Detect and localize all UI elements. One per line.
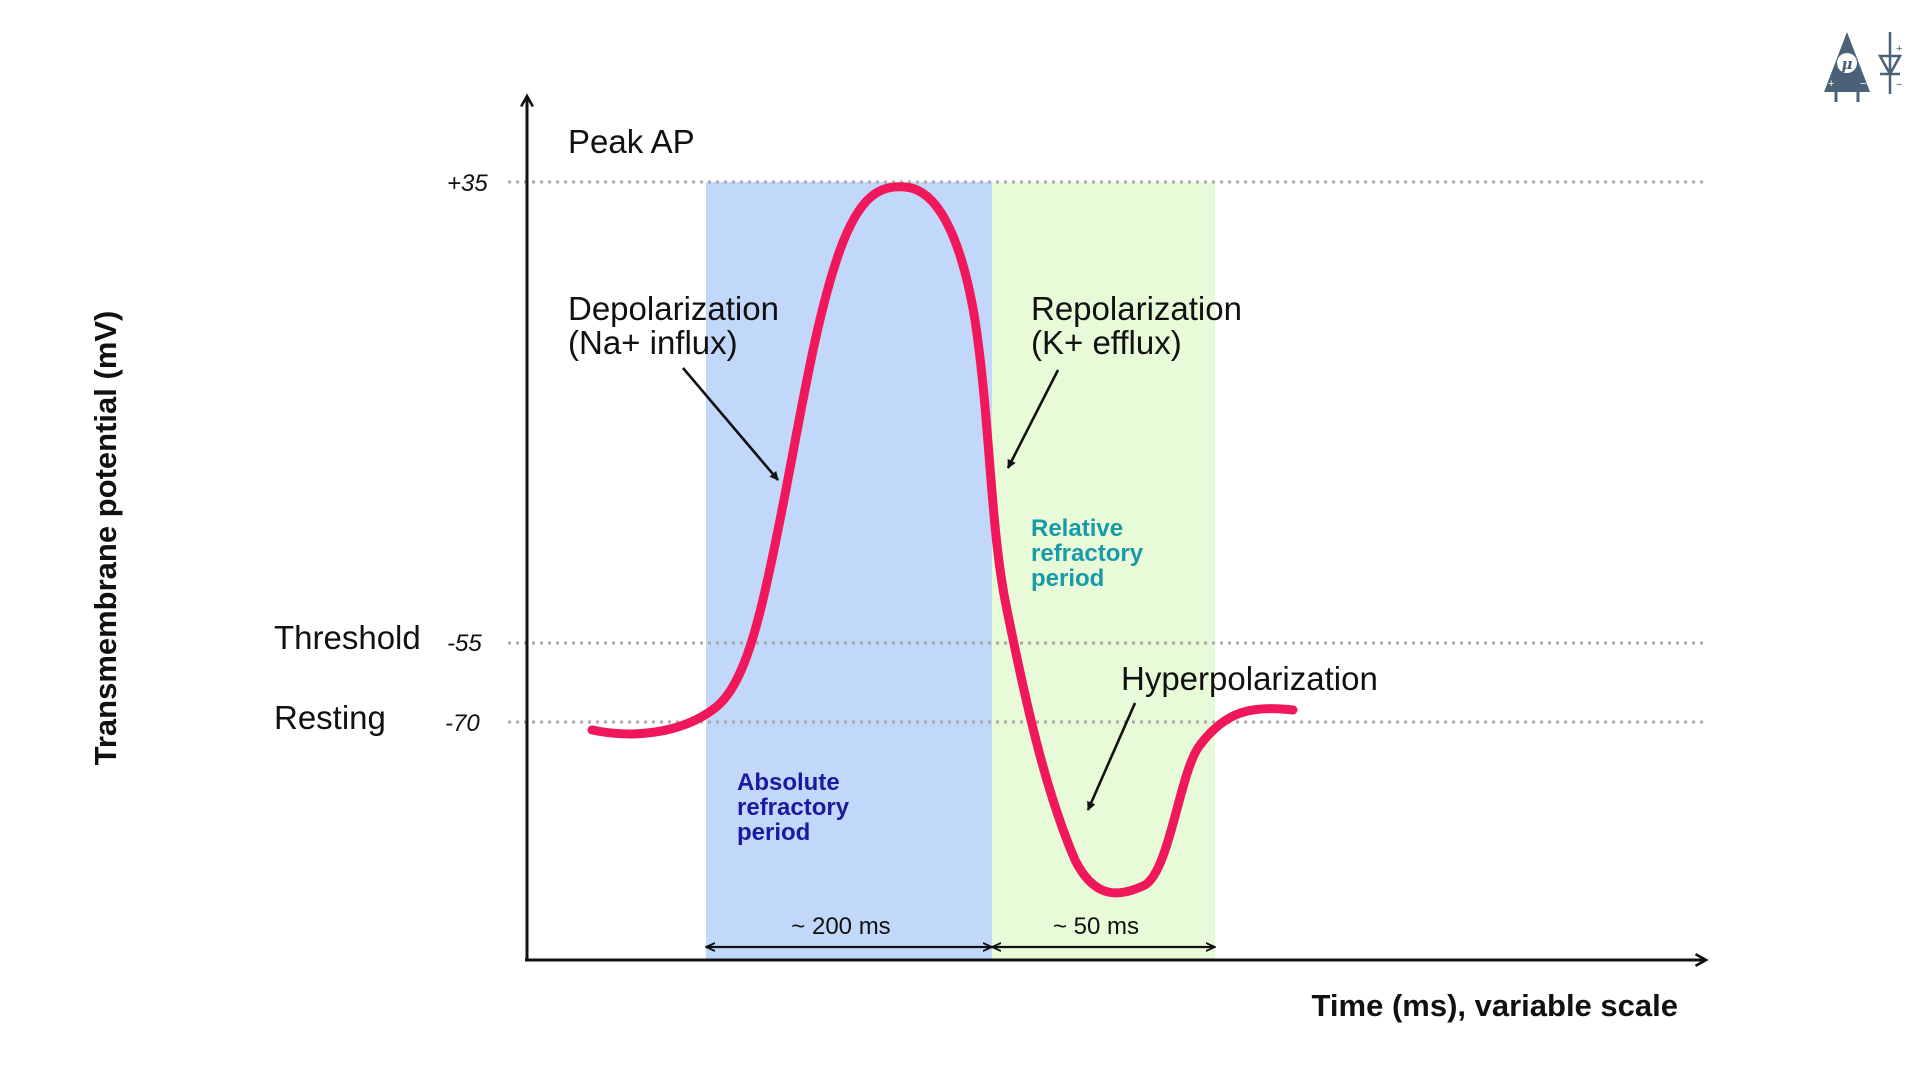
absolute-refractory-region bbox=[706, 182, 992, 960]
threshold-value-label: -55 bbox=[447, 630, 482, 657]
hyperpolarization-arrow bbox=[1086, 702, 1137, 811]
depolarization-arrow bbox=[682, 367, 779, 481]
resting-value-label: -70 bbox=[445, 710, 480, 737]
svg-text:+: + bbox=[1828, 78, 1834, 90]
peak-value-label: +35 bbox=[447, 170, 488, 197]
svg-text:+: + bbox=[1896, 43, 1902, 55]
threshold-label: Threshold bbox=[274, 619, 421, 656]
relative-duration-label: ~ 50 ms bbox=[1053, 913, 1139, 940]
hyperpolarization-label: Hyperpolarization bbox=[1121, 660, 1378, 697]
y-axis-title: Transmembrane potential (mV) bbox=[88, 311, 123, 766]
relative-label-line2: refractory bbox=[1031, 540, 1144, 567]
svg-text:−: − bbox=[1860, 78, 1866, 90]
relative-refractory-region bbox=[992, 182, 1215, 960]
repolarization-label: Repolarization bbox=[1031, 290, 1242, 327]
depolarization-sublabel: (Na+ influx) bbox=[568, 324, 738, 361]
svg-text:−: − bbox=[1896, 79, 1902, 91]
depolarization-label: Depolarization bbox=[568, 290, 779, 327]
repolarization-sublabel: (K+ efflux) bbox=[1031, 324, 1182, 361]
relative-label-line1: Relative bbox=[1031, 515, 1123, 542]
resting-label: Resting bbox=[274, 699, 386, 736]
action-potential-curve bbox=[587, 182, 1298, 898]
absolute-label-line1: Absolute bbox=[737, 769, 840, 796]
absolute-label-line2: refractory bbox=[737, 794, 850, 821]
relative-label-line3: period bbox=[1031, 565, 1104, 592]
svg-text:μ: μ bbox=[1842, 55, 1853, 73]
repolarization-arrow bbox=[1006, 369, 1060, 469]
peak-ap-label: Peak AP bbox=[568, 123, 695, 160]
absolute-duration-label: ~ 200 ms bbox=[791, 913, 890, 940]
absolute-refractory-label: Absolute refractory period bbox=[737, 769, 850, 846]
x-axis-title: Time (ms), variable scale bbox=[1312, 988, 1678, 1023]
absolute-label-line3: period bbox=[737, 819, 810, 846]
relative-refractory-label: Relative refractory period bbox=[1031, 515, 1144, 592]
neuron-logo-icon: μ + − + − bbox=[1824, 32, 1902, 102]
